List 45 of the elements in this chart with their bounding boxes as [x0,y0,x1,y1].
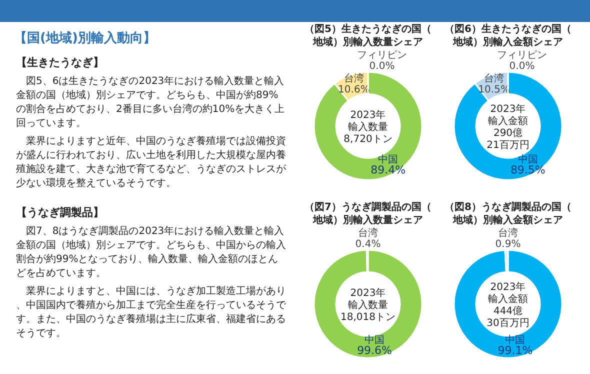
caption: 図5、6は生きたうなぎの2023年における輸入数量と輸入金額の国（地域）別シェアです。どちらも、中国が約89%の割合を占めており、2番目に多い台湾の約10%を大きく上回っています。 [16,75,285,129]
category-label: フィリピン [357,50,407,61]
slice-label: 中国 [364,334,385,346]
text: 【うなぎ調製品】 [16,206,104,219]
text: 290億 [493,127,523,139]
text: 0.0% [509,61,535,72]
text: 輸入金額 [488,115,528,127]
slice-label: 中国 [378,154,398,166]
slice-label: 中国 [518,154,538,166]
text: 444億 [493,305,523,317]
category-label: フィリピン [497,50,547,61]
text: 輸入金額 [488,293,528,305]
text: 18,018トン [340,312,396,323]
text: 輸入数量 [348,299,388,311]
text: 業界によりますと、中国には、うなぎ加工製造工場があり、中国国内で養殖から加工まで完全生産を行っているそうです。また、中国のうなぎ養殖場は主に広東省、福建省にあるそうです。 [16,285,287,339]
slice-label: 台湾 [344,72,364,84]
text: 輸入数量 [348,121,388,133]
data-label: 0.9% [495,239,521,250]
text: 【国(地域)別輸入動向】 [14,30,156,46]
text: 8,720トン [344,134,392,145]
text: 2023年 [350,109,386,121]
text: 2023年 [350,287,386,299]
slice-label: 台湾 [358,227,378,239]
slice-label: 台湾 [484,72,504,84]
donut-slice [313,249,423,359]
data-label: 99.1% [498,344,533,357]
text: 2023年 [490,103,526,115]
text: 0.0% [369,61,395,72]
text: 2023年 [490,281,526,293]
data-label: 0.4% [355,239,381,250]
chart-title: （図6）生きたうなぎの国（地域）別輸入金額シェア [444,23,572,48]
donut-slice [453,249,563,359]
chart-title: （図5）生きたうなぎの国（地域）別輸入数量シェア [304,23,432,48]
text: 業界によりますと近年、中国のうなぎ養殖場では設備投資が盛んに行われており、広い土地を利用した大規模な屋内養殖施設を建て、大きな池で育てるなど、うなぎのストレスが少ない環境を整えているそうです。 [16,135,287,189]
donut-slice [453,71,563,181]
donut-slice [313,71,423,181]
text: 21百万円 [486,140,530,151]
data-label: 99.6% [357,344,392,357]
text: 30百万円 [486,318,530,329]
text: 【生きたうなぎ】 [16,56,104,69]
slice-label: 中国 [505,334,526,346]
caption: 図7、8はうなぎ調製品の2023年における輸入数量と輸入金額の国（地域）別シェアです。どちらも、中国からの輸入割合が約99%となっており、輸入数量、輸入金額のほとんどを占めています。 [16,225,286,279]
slice-label: 台湾 [498,227,518,239]
chart-title: （図8）うなぎ調製品の国（地域）別輸入金額シェア [444,201,572,226]
chart-title: （図7）うなぎ調製品の国（地域）別輸入数量シェア [304,201,432,226]
